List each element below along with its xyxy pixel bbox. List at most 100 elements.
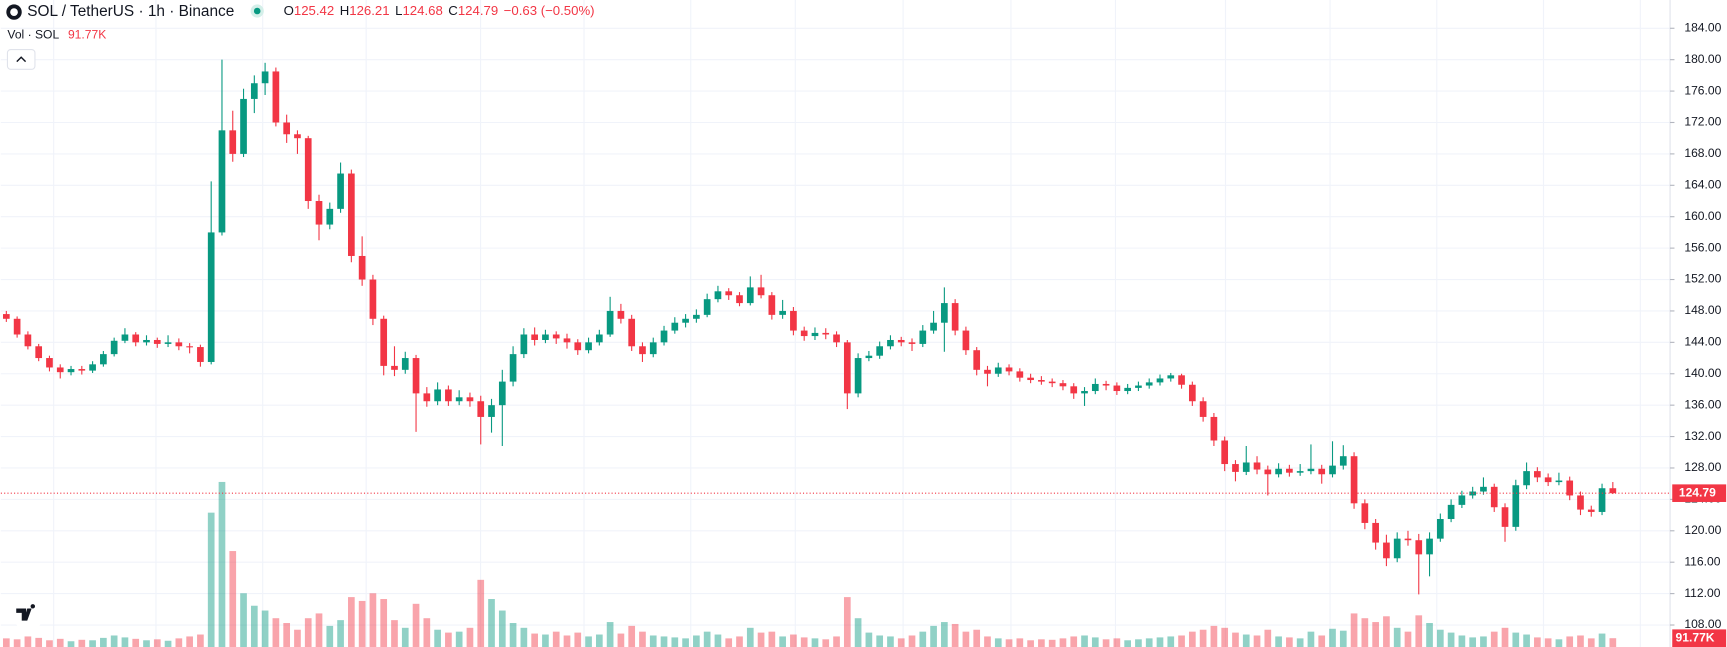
volume-bar xyxy=(1393,627,1401,647)
volume-bar xyxy=(1038,639,1045,647)
volume-bar xyxy=(218,481,226,647)
candle-body xyxy=(1253,462,1261,470)
candle-body xyxy=(520,334,528,355)
candle-body xyxy=(1383,542,1390,559)
volume-bar xyxy=(757,632,765,647)
candle-body xyxy=(1469,491,1477,496)
y-tick-label: 160.00 xyxy=(1684,209,1721,223)
volume-bar xyxy=(822,639,830,647)
volume-bar xyxy=(876,635,884,647)
candle-body xyxy=(401,358,409,370)
candle-body xyxy=(1339,456,1347,466)
volume-bar xyxy=(693,635,700,647)
volume-bar xyxy=(153,639,161,647)
candle-body xyxy=(1318,468,1326,475)
volume-bar xyxy=(1210,625,1218,647)
volume-bar xyxy=(660,636,668,647)
volume-bar xyxy=(1458,635,1466,647)
candle-body xyxy=(153,339,161,344)
candle-body xyxy=(574,342,582,351)
volume-bar xyxy=(1016,638,1024,647)
y-tick-label: 144.00 xyxy=(1684,335,1721,349)
candle-body xyxy=(1372,522,1379,543)
volume-bar xyxy=(1188,631,1196,647)
candle-body xyxy=(326,208,334,225)
candle-body xyxy=(639,346,646,355)
candle-body xyxy=(1523,471,1530,486)
volume-bar xyxy=(13,639,21,647)
candle-body xyxy=(757,287,765,296)
volume-bar xyxy=(143,640,150,647)
volume-bar xyxy=(962,631,970,647)
candle-body xyxy=(1005,367,1013,372)
volume-bar xyxy=(800,637,808,647)
volume-bar xyxy=(1447,632,1455,647)
volume-bar xyxy=(35,637,43,647)
volume-bar xyxy=(1587,638,1595,647)
price-label-bg xyxy=(1672,484,1727,502)
y-tick-label: 148.00 xyxy=(1684,303,1721,317)
volume-bar xyxy=(563,635,571,647)
candle-body xyxy=(822,332,830,335)
candle-body xyxy=(1156,378,1164,383)
volume-bar xyxy=(574,632,582,647)
volume-bar xyxy=(1178,635,1185,647)
volume-bar xyxy=(595,634,603,647)
price-label: 124.79 xyxy=(1679,485,1716,499)
y-tick-label: 164.00 xyxy=(1684,178,1721,192)
candle-body xyxy=(1199,401,1207,417)
candle-body xyxy=(1296,471,1304,473)
candle-body xyxy=(660,330,668,343)
candle-body xyxy=(56,367,64,373)
volume-bar xyxy=(294,629,301,647)
volume-bar xyxy=(1005,639,1013,647)
volume-bar xyxy=(1318,635,1326,647)
candle-body xyxy=(800,330,808,337)
volume-bar xyxy=(304,618,312,647)
candles xyxy=(2,59,1617,595)
volume-bar xyxy=(1145,638,1153,647)
candle-body xyxy=(229,130,237,154)
candle-body xyxy=(628,318,636,347)
volume-bar xyxy=(887,636,894,647)
volume-bar xyxy=(1059,638,1067,647)
candle-body xyxy=(1070,386,1078,394)
volume-bar xyxy=(520,627,528,647)
volume-bar xyxy=(337,620,344,647)
volume-bar xyxy=(1598,633,1606,647)
volume-bar xyxy=(1156,637,1164,647)
candle-body xyxy=(509,354,517,382)
volume-bar xyxy=(89,640,96,647)
volume-bar xyxy=(531,633,538,647)
candle-body xyxy=(919,330,927,344)
volume-bar xyxy=(617,633,625,647)
volume-bar xyxy=(682,638,689,647)
volume-bar xyxy=(250,605,258,647)
volume-bar xyxy=(994,638,1002,647)
volume-bar xyxy=(1286,637,1293,647)
volume-bar xyxy=(552,631,560,647)
candle-body xyxy=(1329,465,1336,475)
candle-body xyxy=(121,334,129,341)
overlay: 124.79 91.77K xyxy=(0,484,1727,647)
candle-body xyxy=(1113,385,1121,392)
candle-body xyxy=(563,338,571,343)
candle-body xyxy=(790,310,797,331)
candle-body xyxy=(876,346,884,356)
l-value: 124.68 xyxy=(402,4,442,19)
volume-value: 91.77K xyxy=(68,27,106,41)
volume-bar xyxy=(919,631,927,647)
y-tick-label: 188.00 xyxy=(1684,0,1721,3)
candle-body xyxy=(1081,391,1088,394)
candle-body xyxy=(1415,540,1423,555)
volume-bar xyxy=(1113,638,1121,647)
volume-bar xyxy=(1296,638,1304,647)
volume-bar xyxy=(736,636,743,647)
volume-bar xyxy=(833,636,840,647)
volume-bar xyxy=(746,627,754,647)
volume-bar xyxy=(1501,627,1509,647)
collapse-button[interactable] xyxy=(6,48,36,70)
candle-body xyxy=(1393,538,1401,559)
candle-body xyxy=(1135,385,1142,388)
